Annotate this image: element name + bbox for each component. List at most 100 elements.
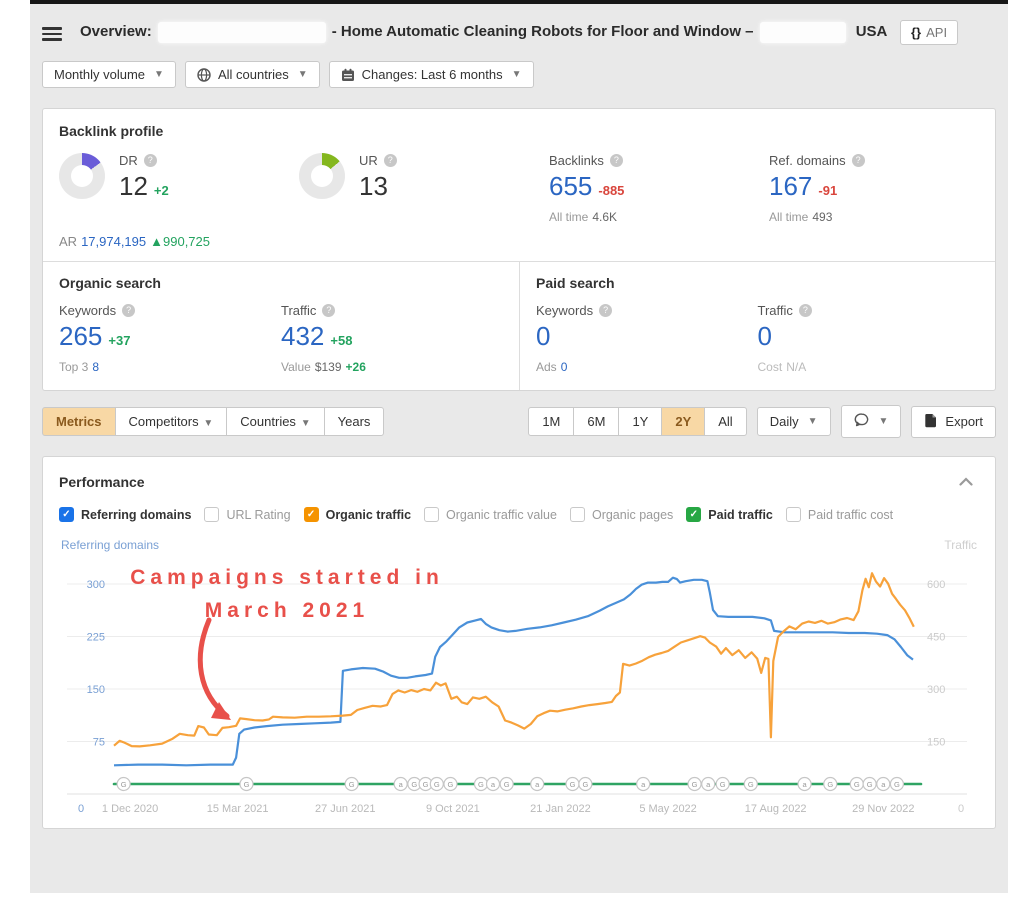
- top3-value[interactable]: 8: [92, 360, 99, 374]
- x-axis-tick: 15 Mar 2021: [207, 803, 269, 815]
- ahrefs-overview-app: Overview:- Home Automatic Cleaning Robot…: [30, 0, 1008, 893]
- help-icon[interactable]: ?: [799, 304, 812, 317]
- checkbox-referring-domains[interactable]: ✓Referring domains: [59, 507, 191, 522]
- range-1y[interactable]: 1Y: [618, 407, 662, 436]
- ahrefs-rank-row: AR17,974,195▲990,725: [59, 234, 1009, 249]
- checkbox-box[interactable]: [570, 507, 585, 522]
- event-badge[interactable]: G: [117, 778, 130, 791]
- event-badge[interactable]: G: [744, 778, 757, 791]
- export-button[interactable]: Export: [911, 406, 996, 438]
- help-icon[interactable]: ?: [144, 154, 157, 167]
- event-badge[interactable]: G: [579, 778, 592, 791]
- event-badge[interactable]: a: [394, 778, 407, 791]
- checkbox-organic-traffic-value[interactable]: Organic traffic value: [424, 507, 557, 522]
- right-axis-title: Traffic: [944, 538, 977, 552]
- checkbox-box[interactable]: ✓: [686, 507, 701, 522]
- event-badge[interactable]: G: [345, 778, 358, 791]
- paid-keywords-value[interactable]: 0: [536, 321, 550, 351]
- organic-keywords-value[interactable]: 265: [59, 321, 102, 351]
- event-badge[interactable]: G: [824, 778, 837, 791]
- help-icon[interactable]: ?: [599, 304, 612, 317]
- event-badge[interactable]: G: [500, 778, 513, 791]
- checkbox-box[interactable]: ✓: [59, 507, 74, 522]
- svg-text:G: G: [854, 780, 860, 789]
- range-all[interactable]: All: [704, 407, 746, 436]
- event-badge[interactable]: G: [688, 778, 701, 791]
- paid-traffic-value[interactable]: 0: [758, 321, 772, 351]
- checkbox-box[interactable]: [424, 507, 439, 522]
- series-toggles: ✓Referring domains URL Rating ✓ Organic tra…: [59, 507, 979, 522]
- right-axis-tick: 450: [927, 632, 945, 644]
- event-badge[interactable]: a: [531, 778, 544, 791]
- tab-metrics[interactable]: Metrics: [42, 407, 116, 436]
- event-badge[interactable]: G: [240, 778, 253, 791]
- volume-filter-dropdown[interactable]: Monthly volume▼: [42, 61, 176, 88]
- svg-text:G: G: [894, 780, 900, 789]
- calendar-icon: [341, 68, 355, 82]
- x-axis-tick: 17 Aug 2022: [745, 803, 807, 815]
- range-1m[interactable]: 1M: [528, 407, 574, 436]
- event-badge[interactable]: G: [850, 778, 863, 791]
- help-icon[interactable]: ?: [322, 304, 335, 317]
- svg-text:G: G: [748, 780, 754, 789]
- checkbox-organic-pages[interactable]: Organic pages: [570, 507, 673, 522]
- event-badge[interactable]: a: [637, 778, 650, 791]
- checkbox-paid-traffic-cost[interactable]: Paid traffic cost: [786, 507, 893, 522]
- organic-search-section: Organic search Keywords? 265+37 Top 38 T…: [43, 262, 519, 390]
- ar-value[interactable]: 17,974,195: [81, 234, 146, 249]
- event-badge[interactable]: a: [702, 778, 715, 791]
- ref-domains-value[interactable]: 167: [769, 171, 812, 201]
- event-badge[interactable]: G: [566, 778, 579, 791]
- organic-traffic-value[interactable]: 432: [281, 321, 324, 351]
- left-axis-tick: 300: [87, 579, 105, 591]
- tab-competitors[interactable]: Competitors ▼: [115, 407, 228, 436]
- event-badge[interactable]: G: [430, 778, 443, 791]
- checkbox-box[interactable]: [786, 507, 801, 522]
- svg-text:G: G: [827, 780, 833, 789]
- event-badge[interactable]: G: [716, 778, 729, 791]
- range-6m[interactable]: 6M: [573, 407, 619, 436]
- braces-icon: {}: [911, 25, 921, 40]
- event-badge[interactable]: a: [798, 778, 811, 791]
- backlinks-value[interactable]: 655: [549, 171, 592, 201]
- event-badge[interactable]: a: [877, 778, 890, 791]
- right-axis-tick: 300: [927, 684, 945, 696]
- right-axis-zero: 0: [958, 803, 964, 815]
- dr-delta: +2: [154, 183, 169, 198]
- chevron-down-icon: ▼: [808, 416, 818, 427]
- countries-filter-dropdown[interactable]: All countries▼: [185, 61, 320, 88]
- checkbox-box[interactable]: [204, 507, 219, 522]
- svg-text:G: G: [411, 780, 417, 789]
- checkbox-organic-traffic[interactable]: ✓ Organic traffic: [304, 507, 411, 522]
- tab-years[interactable]: Years: [324, 407, 385, 436]
- help-icon[interactable]: ?: [384, 154, 397, 167]
- checkbox-paid-traffic[interactable]: ✓Paid traffic: [686, 507, 773, 522]
- series-referring-domains: [114, 578, 913, 766]
- checkbox-box[interactable]: ✓: [304, 507, 319, 522]
- range-2y[interactable]: 2Y: [661, 407, 705, 436]
- changes-filter-dropdown[interactable]: Changes: Last 6 months▼: [329, 61, 534, 88]
- api-button[interactable]: {}API: [900, 20, 958, 45]
- chevron-down-icon: ▼: [154, 69, 164, 80]
- tab-countries[interactable]: Countries ▼: [226, 407, 324, 436]
- paid-search-section: Paid search Keywords? 0 Ads0 Traffic? 0 …: [519, 262, 995, 390]
- menu-icon[interactable]: [42, 24, 62, 44]
- help-icon[interactable]: ?: [122, 304, 135, 317]
- help-icon[interactable]: ?: [852, 154, 865, 167]
- checkbox-label: Organic traffic: [326, 508, 411, 522]
- svg-text:G: G: [349, 780, 355, 789]
- event-badge[interactable]: G: [890, 778, 903, 791]
- svg-text:G: G: [434, 780, 440, 789]
- tab-group: MetricsCompetitors ▼Countries ▼Years: [42, 407, 384, 436]
- globe-icon: [197, 68, 211, 82]
- event-badge[interactable]: G: [444, 778, 457, 791]
- help-icon[interactable]: ?: [610, 154, 623, 167]
- paid-keywords-metric: Keywords? 0 Ads0: [536, 303, 758, 374]
- event-badge[interactable]: G: [863, 778, 876, 791]
- notes-dropdown[interactable]: ▼: [841, 405, 902, 438]
- granularity-dropdown[interactable]: Daily▼: [757, 407, 831, 436]
- checkbox-url-rating[interactable]: URL Rating: [204, 507, 290, 522]
- event-badge[interactable]: a: [487, 778, 500, 791]
- collapse-chevron-icon[interactable]: [953, 471, 979, 493]
- event-badge[interactable]: G: [474, 778, 487, 791]
